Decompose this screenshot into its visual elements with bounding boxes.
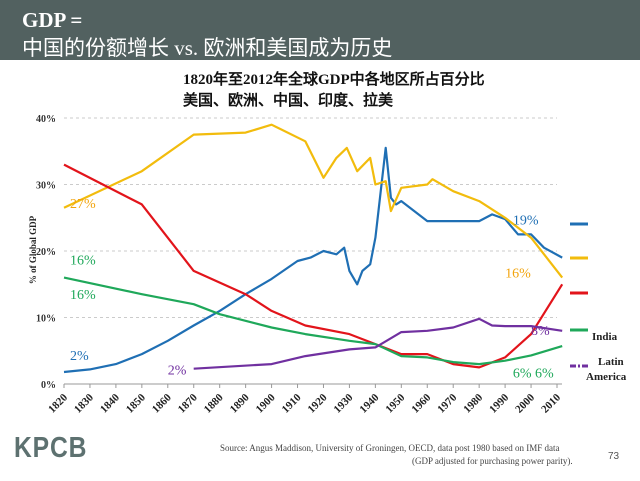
x-tick-label: 1960: [409, 391, 433, 415]
legend-label-latin-america-2: America: [586, 371, 627, 383]
x-tick-label: 1950: [383, 391, 407, 415]
y-tick-label: 0%: [41, 380, 56, 391]
chart-title: 1820年至2012年全球GDP中各地区所占百分比: [183, 72, 485, 88]
data-label: 16%: [70, 253, 96, 268]
x-tick-label: 1920: [306, 391, 330, 415]
x-tick-label: 1850: [124, 391, 148, 415]
series-line-0: [63, 146, 563, 374]
series-line-2: [63, 163, 564, 369]
data-label: 2%: [168, 364, 187, 379]
y-axis-label: % of Global GDP: [28, 215, 38, 284]
x-tick-label: 1830: [72, 391, 96, 415]
slide-title-line1: GDP =: [22, 8, 83, 32]
data-label: 16%: [505, 267, 531, 282]
x-tick-label: 2010: [539, 391, 563, 415]
slide-header: GDP = 中国的份额增长 vs. 欧洲和美国成为历史: [0, 0, 640, 60]
x-tick-label: 1870: [176, 391, 200, 415]
x-tick-label: 1940: [357, 391, 381, 415]
series-line-1: [63, 123, 564, 279]
kpcb-logo: KPCB: [14, 432, 88, 464]
x-tick-label: 1890: [228, 391, 252, 415]
legend-label-india: India: [592, 331, 618, 343]
y-tick-label: 40%: [36, 114, 56, 125]
source-line1: Source: Angus Maddison, University of Gr…: [220, 443, 560, 453]
series-line-4: [193, 317, 563, 370]
x-tick-label: 1970: [435, 391, 459, 415]
chart-subtitle: 美国、欧洲、中国、印度、拉美: [183, 93, 394, 109]
x-tick-label: 2000: [513, 391, 537, 415]
series-line-3: [63, 276, 563, 366]
x-tick-label: 1990: [487, 391, 511, 415]
data-label: 6% 6%: [513, 366, 554, 381]
legend-label-latin-america-1: Latin: [598, 356, 624, 368]
data-label: 19%: [513, 213, 539, 228]
x-tick-label: 1910: [280, 391, 304, 415]
x-tick-label: 1930: [332, 391, 356, 415]
y-tick-label: 20%: [36, 247, 56, 258]
x-tick-label: 1820: [46, 391, 70, 415]
x-tick-label: 1860: [150, 391, 174, 415]
x-tick-label: 1840: [98, 391, 122, 415]
page-number: 73: [608, 451, 620, 462]
x-tick-label: 1900: [254, 391, 278, 415]
x-tick-label: 1980: [461, 391, 485, 415]
data-label: 16%: [70, 288, 96, 303]
data-label: 2%: [70, 349, 89, 364]
data-label: 27%: [70, 197, 96, 212]
y-tick-label: 10%: [36, 314, 56, 325]
data-label: 8%: [531, 324, 550, 339]
x-tick-label: 1880: [202, 391, 226, 415]
source-line2: (GDP adjusted for purchasing power parit…: [412, 456, 573, 466]
y-tick-label: 30%: [36, 181, 56, 192]
slide-title-line2: 中国的份额增长 vs. 欧洲和美国成为历史: [22, 36, 393, 60]
